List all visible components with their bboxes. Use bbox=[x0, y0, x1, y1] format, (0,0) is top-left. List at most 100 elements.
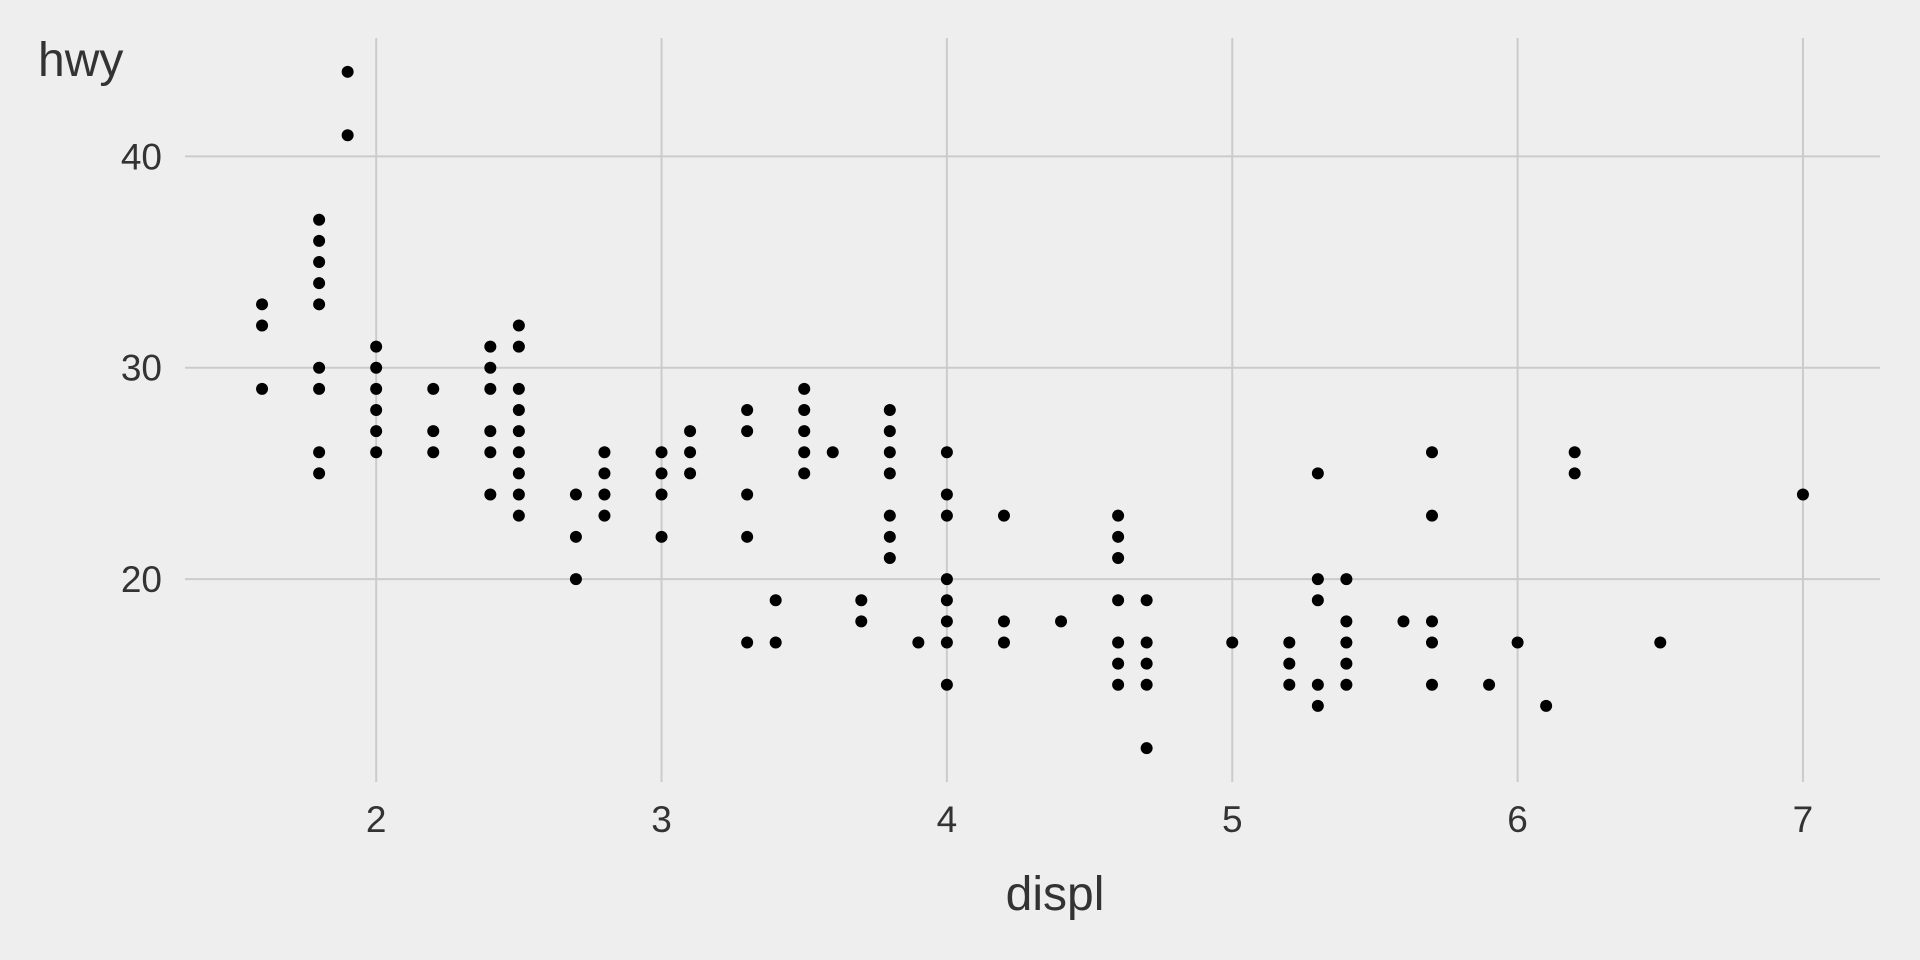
data-point bbox=[512, 404, 525, 416]
data-point bbox=[484, 340, 497, 353]
data-point bbox=[484, 382, 497, 395]
data-point bbox=[427, 425, 440, 438]
data-point bbox=[313, 234, 326, 247]
data-point bbox=[1425, 636, 1438, 649]
data-point bbox=[1112, 657, 1125, 670]
data-point bbox=[313, 382, 326, 395]
data-point bbox=[1340, 678, 1353, 691]
data-point bbox=[370, 340, 383, 353]
data-point bbox=[512, 509, 525, 522]
data-point bbox=[940, 509, 953, 522]
grid-lines bbox=[185, 38, 1880, 782]
data-point bbox=[741, 404, 754, 416]
data-point bbox=[684, 425, 697, 438]
data-point bbox=[940, 678, 953, 691]
data-point bbox=[256, 319, 269, 332]
data-point bbox=[598, 446, 611, 459]
data-point bbox=[855, 594, 868, 607]
data-point bbox=[798, 404, 811, 416]
data-point bbox=[1055, 615, 1068, 628]
data-point bbox=[940, 573, 953, 586]
data-point bbox=[598, 509, 611, 522]
data-point bbox=[1425, 678, 1438, 691]
data-point bbox=[341, 129, 354, 142]
data-point bbox=[940, 636, 953, 649]
data-point bbox=[1226, 636, 1239, 649]
data-point bbox=[1140, 657, 1153, 670]
x-tick-label: 3 bbox=[651, 799, 672, 840]
x-tick-label: 2 bbox=[366, 799, 387, 840]
data-point bbox=[684, 467, 697, 480]
data-point bbox=[826, 446, 839, 459]
data-point bbox=[940, 488, 953, 501]
data-point bbox=[855, 615, 868, 628]
data-point bbox=[655, 488, 668, 501]
data-point bbox=[1140, 636, 1153, 649]
data-point bbox=[1112, 551, 1125, 564]
data-point bbox=[484, 488, 497, 501]
data-point bbox=[313, 256, 326, 269]
data-point bbox=[484, 425, 497, 438]
y-tick-label: 30 bbox=[121, 348, 162, 389]
data-point bbox=[1796, 488, 1809, 501]
data-point bbox=[1283, 678, 1296, 691]
data-point bbox=[1340, 657, 1353, 670]
data-point bbox=[1425, 509, 1438, 522]
data-point bbox=[684, 446, 697, 459]
data-point bbox=[1311, 699, 1324, 712]
data-point bbox=[313, 213, 326, 226]
data-point bbox=[883, 467, 896, 480]
data-point bbox=[1140, 594, 1153, 607]
data-point bbox=[1340, 636, 1353, 649]
data-point bbox=[1397, 615, 1410, 628]
data-point bbox=[798, 467, 811, 480]
data-point bbox=[1511, 636, 1524, 649]
data-point bbox=[512, 488, 525, 501]
data-point bbox=[1483, 678, 1496, 691]
data-point bbox=[883, 446, 896, 459]
data-point bbox=[427, 446, 440, 459]
data-point bbox=[741, 636, 754, 649]
data-point bbox=[1112, 530, 1125, 543]
data-point bbox=[313, 277, 326, 290]
data-point bbox=[997, 636, 1010, 649]
data-points bbox=[256, 65, 1809, 755]
data-point bbox=[1568, 446, 1581, 459]
data-point bbox=[256, 382, 269, 395]
data-point bbox=[313, 467, 326, 480]
data-point bbox=[1311, 467, 1324, 480]
data-point bbox=[370, 382, 383, 395]
y-tick-labels: 20 30 40 bbox=[121, 136, 162, 600]
data-point bbox=[313, 361, 326, 374]
y-tick-label: 20 bbox=[121, 559, 162, 600]
data-point bbox=[997, 615, 1010, 628]
x-axis-title: displ bbox=[1006, 868, 1105, 921]
data-point bbox=[741, 530, 754, 543]
data-point bbox=[741, 488, 754, 501]
x-tick-label: 7 bbox=[1793, 799, 1814, 840]
data-point bbox=[370, 404, 383, 416]
data-point bbox=[741, 425, 754, 438]
data-point bbox=[883, 551, 896, 564]
data-point bbox=[655, 530, 668, 543]
data-point bbox=[512, 467, 525, 480]
data-point bbox=[512, 319, 525, 332]
data-point bbox=[1112, 509, 1125, 522]
data-point bbox=[655, 467, 668, 480]
data-point bbox=[370, 361, 383, 374]
data-point bbox=[512, 425, 525, 438]
data-point bbox=[1311, 594, 1324, 607]
data-point bbox=[1311, 573, 1324, 586]
data-point bbox=[997, 509, 1010, 522]
data-point bbox=[512, 340, 525, 353]
data-point bbox=[1283, 657, 1296, 670]
data-point bbox=[883, 530, 896, 543]
data-point bbox=[1340, 615, 1353, 628]
x-tick-labels: 2 3 4 5 6 7 bbox=[366, 799, 1813, 840]
data-point bbox=[341, 65, 354, 78]
data-point bbox=[883, 425, 896, 438]
data-point bbox=[798, 446, 811, 459]
data-point bbox=[912, 636, 925, 649]
data-point bbox=[569, 573, 582, 586]
